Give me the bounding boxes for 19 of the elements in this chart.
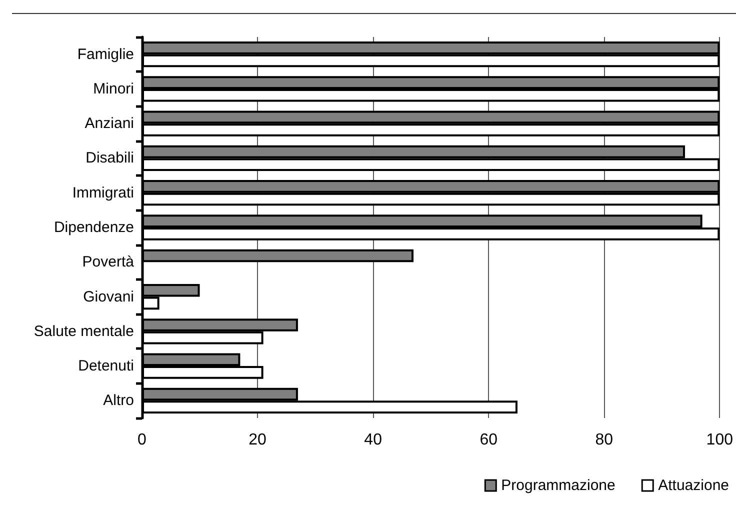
y-tick-label: Disabili bbox=[86, 150, 134, 167]
y-tick-label: Altro bbox=[103, 392, 134, 410]
y-tick-label: Anziani bbox=[84, 115, 134, 132]
x-tick-label: 80 bbox=[595, 432, 614, 448]
x-tick-label: 20 bbox=[248, 432, 267, 448]
y-tick-label: Immigrati bbox=[72, 184, 134, 202]
y-tick-label: Detenuti bbox=[78, 358, 134, 375]
legend-label: Attuazione bbox=[658, 477, 730, 494]
y-tick-label: Giovani bbox=[83, 288, 134, 306]
y-tick-label: Povertà bbox=[82, 254, 135, 271]
y-tick-label: Famiglie bbox=[77, 46, 134, 63]
y-tick-label: Salute mentale bbox=[34, 322, 134, 340]
y-tick-label: Minori bbox=[93, 80, 134, 98]
x-tick-label: 0 bbox=[138, 432, 147, 448]
x-tick-label: 100 bbox=[706, 432, 734, 448]
legend-label: Programmazione bbox=[501, 477, 616, 494]
x-tick-label: 40 bbox=[364, 432, 382, 448]
y-tick-label: Dipendenze bbox=[54, 219, 134, 236]
x-tick-label: 60 bbox=[480, 432, 498, 448]
